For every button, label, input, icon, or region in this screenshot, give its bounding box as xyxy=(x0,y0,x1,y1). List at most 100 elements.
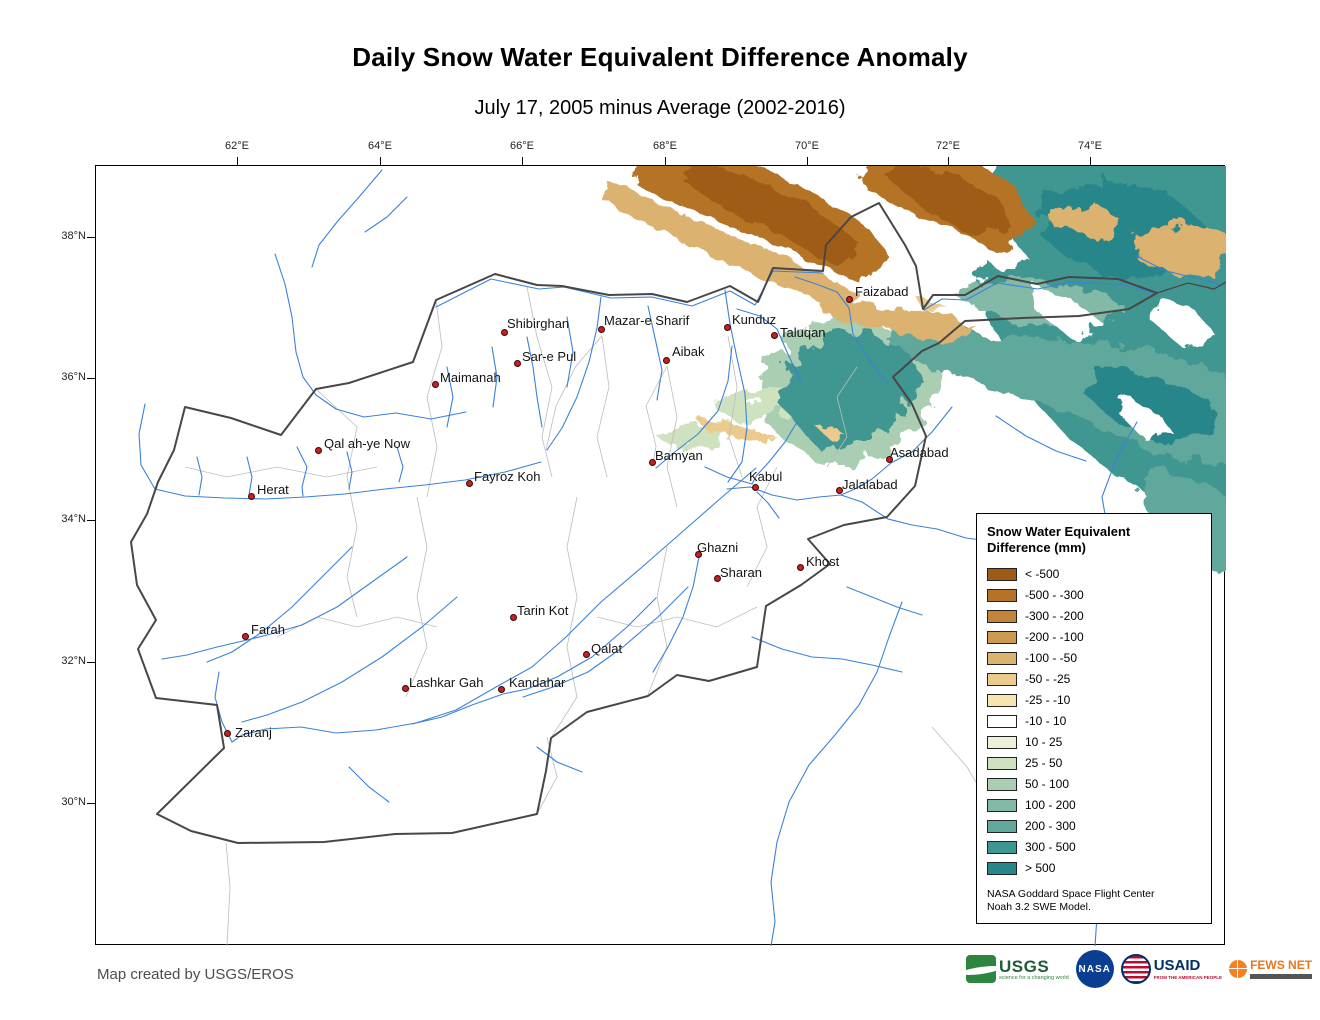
city-marker-fayroz-koh[interactable] xyxy=(466,480,473,487)
river xyxy=(923,281,1159,311)
legend-label: -50 - -25 xyxy=(1025,672,1071,686)
legend-entry: -500 - -300 xyxy=(987,585,1201,606)
negative-anomaly-terrain xyxy=(599,166,1226,443)
axis-tick xyxy=(948,157,949,165)
axis-tick xyxy=(807,157,808,165)
city-marker-asadabad[interactable] xyxy=(886,456,893,463)
river xyxy=(231,467,757,743)
city-marker-khost[interactable] xyxy=(797,564,804,571)
legend-swatch xyxy=(987,609,1017,623)
city-label: Faizabad xyxy=(855,284,909,299)
anomaly-patch xyxy=(816,296,976,341)
city-marker-taluqan[interactable] xyxy=(771,332,778,339)
legend-swatch xyxy=(987,861,1017,875)
river xyxy=(647,305,663,401)
city-marker-faizabad[interactable] xyxy=(846,296,853,303)
city-marker-aibak[interactable] xyxy=(663,357,670,364)
river xyxy=(840,406,953,496)
city-marker-ghazni[interactable] xyxy=(695,551,702,558)
river xyxy=(522,586,689,698)
map-canvas[interactable] xyxy=(96,166,1226,946)
map-frame[interactable]: Shibirghan Sar-e Pul Mazar-e Sharif Aibak Ma… xyxy=(95,165,1226,946)
lon-axis-label: 66°E xyxy=(510,140,534,152)
legend-swatch xyxy=(987,735,1017,749)
anomaly-patch xyxy=(916,297,947,317)
city-marker-bamyan[interactable] xyxy=(649,459,656,466)
legend-swatch xyxy=(987,798,1017,812)
lon-axis-label: 74°E xyxy=(1078,140,1102,152)
lat-axis-label: 38°N xyxy=(61,230,86,242)
city-marker-farah[interactable] xyxy=(242,633,249,640)
legend-swatch xyxy=(987,693,1017,707)
district-boundary xyxy=(666,365,678,508)
river xyxy=(995,415,1087,462)
city-label: Bamyan xyxy=(655,448,703,463)
city-label: Fayroz Koh xyxy=(474,469,541,484)
city-marker-lashkar-gah[interactable] xyxy=(402,685,409,692)
anomaly-patch xyxy=(1151,296,1216,346)
district-boundary xyxy=(646,546,668,698)
river xyxy=(161,556,408,660)
anomaly-patch xyxy=(814,425,840,439)
legend-label: -10 - 10 xyxy=(1025,714,1067,728)
city-marker-maimanah[interactable] xyxy=(432,381,439,388)
legend-entry: 300 - 500 xyxy=(987,837,1201,858)
legend-label: -25 - -10 xyxy=(1025,693,1071,707)
legend: Snow Water Equivalent Difference (mm) < … xyxy=(976,513,1212,924)
river xyxy=(751,636,903,673)
legend-label: 100 - 200 xyxy=(1025,798,1076,812)
axis-tick xyxy=(87,237,95,238)
city-marker-sharan[interactable] xyxy=(714,575,721,582)
city-marker-shibirghan[interactable] xyxy=(501,329,508,336)
legend-entry: 25 - 50 xyxy=(987,753,1201,774)
city-marker-herat[interactable] xyxy=(248,493,255,500)
anomaly-patch xyxy=(599,178,864,307)
city-label: Sar-e Pul xyxy=(522,349,577,364)
axis-tick xyxy=(237,157,238,165)
district-boundary xyxy=(645,365,668,464)
river xyxy=(138,403,542,500)
city-marker-mazar-e-sharif[interactable] xyxy=(598,326,605,333)
river xyxy=(704,466,753,485)
district-boundary xyxy=(596,335,610,478)
city-marker-jalalabad[interactable] xyxy=(836,487,843,494)
lat-axis-label: 36°N xyxy=(61,371,86,383)
city-label: Qal ah-ye Now xyxy=(324,436,410,451)
legend-swatch xyxy=(987,756,1017,770)
anomaly-patch xyxy=(1036,286,1106,341)
legend-swatch xyxy=(987,630,1017,644)
city-marker-qal-ah-ye-now[interactable] xyxy=(315,447,322,454)
city-label: Herat xyxy=(257,482,289,497)
legend-swatch xyxy=(987,567,1017,581)
river xyxy=(446,366,454,428)
anomaly-patch xyxy=(1046,203,1124,237)
river xyxy=(491,346,498,408)
city-label: Maimanah xyxy=(440,370,501,385)
legend-swatch xyxy=(987,840,1017,854)
district-boundary xyxy=(596,606,758,628)
river xyxy=(1135,255,1226,287)
river xyxy=(246,456,253,496)
city-marker-zaranj[interactable] xyxy=(224,730,231,737)
city-marker-tarin-kot[interactable] xyxy=(510,614,517,621)
river xyxy=(536,746,583,773)
river xyxy=(655,345,733,469)
map-title: Daily Snow Water Equivalent Difference A… xyxy=(352,42,968,72)
legend-label: -500 - -300 xyxy=(1025,588,1084,602)
legend-label: > 500 xyxy=(1025,861,1056,875)
legend-entry: -10 - 10 xyxy=(987,711,1201,732)
anomaly-patch xyxy=(782,332,924,447)
city-marker-sar-e-pul[interactable] xyxy=(514,360,521,367)
anomaly-patch xyxy=(1121,396,1171,436)
city-label: Taluqan xyxy=(780,325,826,340)
city-marker-kabul[interactable] xyxy=(752,484,759,491)
city-label: Kandahar xyxy=(509,675,566,690)
district-boundary xyxy=(405,496,428,698)
legend-entry: 50 - 100 xyxy=(987,774,1201,795)
city-marker-qalat[interactable] xyxy=(583,651,590,658)
legend-entry: > 500 xyxy=(987,858,1201,879)
city-marker-kunduz[interactable] xyxy=(724,324,731,331)
city-marker-kandahar[interactable] xyxy=(498,686,505,693)
river xyxy=(348,766,390,803)
legend-entry: 10 - 25 xyxy=(987,732,1201,753)
